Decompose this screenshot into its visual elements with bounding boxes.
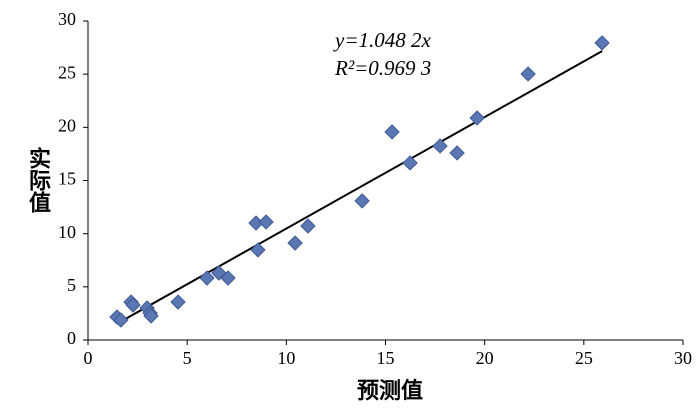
trendline — [116, 50, 603, 325]
x-tick-label: 20 — [476, 348, 494, 368]
point — [300, 218, 316, 234]
point — [594, 35, 610, 51]
point — [469, 110, 485, 126]
x-tick-label: 15 — [377, 348, 395, 368]
point — [113, 312, 129, 328]
x-tick-label: 25 — [575, 348, 593, 368]
point — [258, 214, 274, 230]
point — [384, 124, 400, 140]
y-tick-label: 10 — [58, 222, 76, 242]
point — [432, 138, 448, 154]
point — [125, 297, 141, 313]
y-tick-label: 15 — [58, 169, 76, 189]
point — [170, 294, 186, 310]
x-axis-label: 预测值 — [357, 378, 423, 403]
x-tick-label: 5 — [183, 348, 192, 368]
point — [520, 66, 536, 82]
x-tick-label: 0 — [84, 348, 93, 368]
point — [354, 193, 370, 209]
point — [220, 270, 236, 286]
y-tick-label: 0 — [67, 328, 76, 348]
point — [402, 155, 418, 171]
x-tick-label: 10 — [277, 348, 295, 368]
point — [449, 145, 465, 161]
y-axis-label: 实际值 — [26, 146, 51, 214]
point — [287, 235, 303, 251]
y-tick-label: 5 — [67, 275, 76, 295]
y-tick-label: 20 — [58, 115, 76, 135]
point — [143, 308, 159, 324]
y-tick-label: 25 — [58, 62, 76, 82]
r-squared: R²=0.969 3 — [334, 56, 431, 80]
point — [250, 242, 266, 258]
point — [199, 270, 215, 286]
equation: y=1.048 2x — [333, 28, 431, 52]
y-tick-label: 30 — [58, 9, 76, 29]
x-tick-label: 30 — [674, 348, 692, 368]
